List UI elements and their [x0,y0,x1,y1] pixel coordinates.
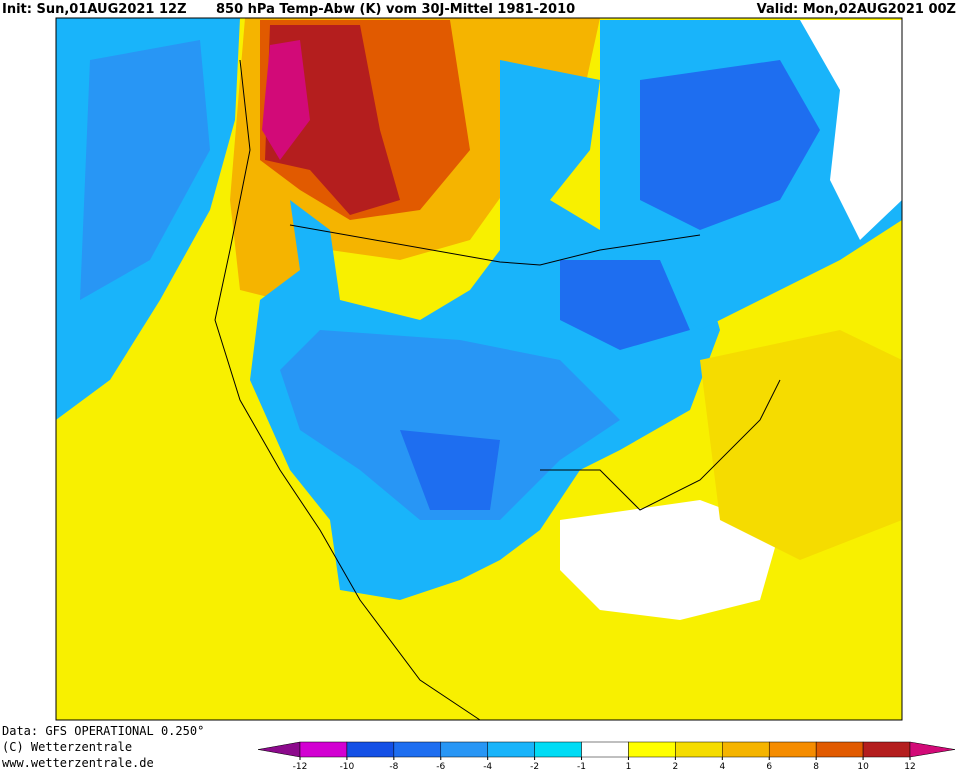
copyright-text: (C) Wetterzentrale [2,740,132,754]
colorbar-segment [346,741,395,758]
colorbar-segment [534,741,582,758]
colorbar-segment [722,741,770,758]
colorbar-tick-label: 10 [857,762,869,772]
colorbar-segment [768,741,817,758]
lakes-core [560,260,690,350]
atlantic-warm [700,330,902,560]
colorbar: -12 -10 -8 -6 -4 -2 -1 1 2 4 6 8 10 12 [257,741,956,772]
valid-text: Valid: Mon,02AUG2021 00Z [757,2,956,17]
colorbar-tick-label: 4 [719,762,725,772]
colorbar-arrow-high [909,741,956,758]
colorbar-tick-label: -8 [389,762,398,772]
colorbar-tick-label: -2 [530,762,539,772]
title-text: 850 hPa Temp-Abw (K) vom 30J-Mittel 1981… [216,2,575,17]
colorbar-tick-label: -1 [577,762,586,772]
colorbar-segment [581,741,629,758]
colorbar-segment [675,741,723,758]
colorbar-tick-label: -6 [436,762,445,772]
map-frame [55,17,903,721]
east-neutral [800,20,902,240]
colorbar-arrow-low [257,741,301,758]
pacific-warm [56,380,250,720]
header-band [0,0,959,17]
plains-core [400,430,500,510]
border-line [289,224,701,266]
colorbar-tick-label: -4 [483,762,492,772]
colorbar-tick-label: -12 [293,762,308,772]
init-text: Init: Sun,01AUG2021 12Z [2,2,187,17]
coastline [214,59,481,721]
central-core [280,330,620,520]
colorbar-tick-label: 6 [766,762,772,772]
colorbar-tick-label: -10 [340,762,355,772]
colorbar-tick-label: 1 [626,762,632,772]
colorbar-tick-label: 2 [673,762,679,772]
northwest-peak [262,40,310,160]
colorbar-segment [393,741,442,758]
pacific-core [80,40,210,300]
colorbar-segment [815,741,864,758]
colorbar-segment [299,741,348,758]
map [55,17,903,721]
canada-core [640,60,820,230]
colorbar-segment [487,741,535,758]
colorbar-segment [440,741,488,758]
colorbar-tick-label: 12 [904,762,915,772]
source-text: Data: GFS OPERATIONAL 0.250° [2,724,204,738]
gulf-neutral [560,500,780,620]
colorbar-segment [862,741,911,758]
colorbar-tick-label: 8 [813,762,819,772]
coastline-east [540,379,781,511]
colorbar-segment [628,741,676,758]
url-text: www.wetterzentrale.de [2,756,154,770]
